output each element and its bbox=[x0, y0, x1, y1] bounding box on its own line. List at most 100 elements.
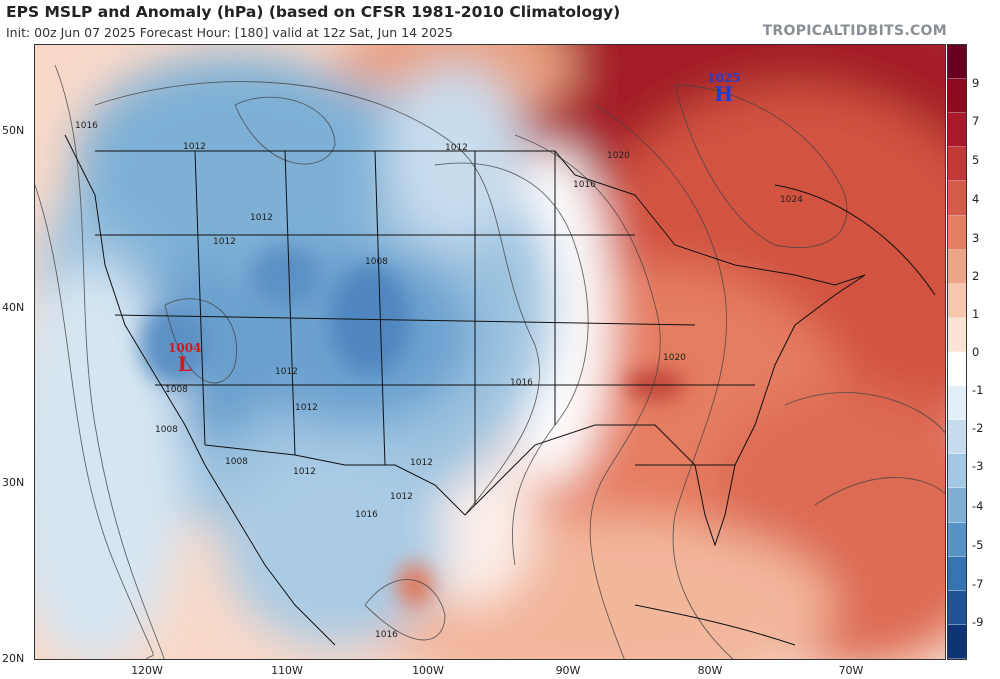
low-pressure-symbol: L bbox=[177, 352, 192, 376]
isobar-label: 1020 bbox=[663, 353, 686, 363]
colorbar-cell bbox=[948, 147, 966, 182]
isobar-label: 1012 bbox=[293, 467, 316, 477]
colorbar-cell bbox=[948, 45, 966, 80]
state-border bbox=[284, 150, 296, 456]
west-coastline bbox=[64, 134, 336, 646]
isobar-label: 1008 bbox=[155, 425, 178, 435]
lon-label-70w: 70W bbox=[838, 664, 864, 677]
anomaly-map: 1016 1012 1012 1012 1012 1008 1008 1008 1012 1012… bbox=[34, 44, 946, 660]
colorbar-label: 4 bbox=[972, 192, 980, 206]
isobar-line bbox=[94, 81, 540, 516]
boundaries bbox=[64, 134, 936, 646]
colorbar-cell bbox=[948, 522, 966, 557]
lat-label-20n: 20N bbox=[2, 652, 25, 665]
isobar-label: 1008 bbox=[165, 385, 188, 395]
colorbar-label: 2 bbox=[972, 269, 980, 283]
state-border bbox=[374, 150, 386, 466]
colorbar-label: -5 bbox=[972, 538, 984, 552]
colorbar-label: 3 bbox=[972, 231, 980, 245]
isobar-label: 1012 bbox=[295, 403, 318, 413]
colorbar-label: -9 bbox=[972, 615, 984, 629]
us-mexico-border bbox=[204, 444, 466, 516]
isobar-label: 1008 bbox=[365, 257, 388, 267]
isobar-line bbox=[814, 477, 945, 506]
lon-label-110w: 110W bbox=[271, 664, 303, 677]
isobar-label: 1012 bbox=[445, 143, 468, 153]
cuba-outline bbox=[634, 604, 796, 646]
isobar-label: 1016 bbox=[355, 510, 378, 520]
isobar-line bbox=[594, 104, 734, 659]
colorbar-label: 5 bbox=[972, 153, 980, 167]
colorbar-cell bbox=[948, 215, 966, 250]
colorbar-cell bbox=[948, 181, 966, 216]
colorbar-label: -3 bbox=[972, 459, 984, 473]
colorbar-label: -2 bbox=[972, 421, 984, 435]
lon-label-100w: 100W bbox=[412, 664, 444, 677]
isobar-label: 1008 bbox=[225, 457, 248, 467]
isobar-label: 1012 bbox=[213, 237, 236, 247]
anomaly-shading bbox=[35, 45, 945, 659]
lon-label-80w: 80W bbox=[697, 664, 723, 677]
anomaly-shading-detail bbox=[140, 245, 685, 607]
isobar-label: 1012 bbox=[275, 367, 298, 377]
isobar-line bbox=[35, 184, 154, 659]
anomaly-colorbar bbox=[947, 44, 967, 660]
colorbar-label: 0 bbox=[972, 345, 980, 359]
colorbar-cell bbox=[948, 590, 966, 625]
us-canada-border bbox=[95, 150, 636, 196]
colorbar-label: 1 bbox=[972, 307, 980, 321]
isobar-label: 1012 bbox=[390, 492, 413, 502]
isobar-line bbox=[784, 392, 945, 434]
isobar-line bbox=[434, 162, 589, 566]
colorbar-label: 7 bbox=[972, 114, 980, 128]
low-pressure-center: 1004 L bbox=[168, 341, 202, 376]
canada-maritime-coast bbox=[774, 184, 936, 296]
lat-label-30n: 30N bbox=[2, 476, 25, 489]
isobar-label: 1024 bbox=[780, 195, 803, 205]
colorbar-cell bbox=[948, 420, 966, 455]
isobar-label: 1016 bbox=[510, 378, 533, 388]
brand-watermark: TROPICALTIDBITS.COM bbox=[762, 23, 947, 39]
low-pressure-value: 1004 bbox=[168, 341, 202, 355]
colorbar-label: -4 bbox=[972, 499, 984, 513]
lat-label-40n: 40N bbox=[2, 301, 25, 314]
colorbar-label: -7 bbox=[972, 577, 984, 591]
isobar-label: 1016 bbox=[75, 121, 98, 131]
lat-label-50n: 50N bbox=[2, 124, 25, 137]
colorbar-cell bbox=[948, 454, 966, 489]
colorbar-cell bbox=[948, 556, 966, 591]
east-coastline bbox=[734, 274, 866, 466]
lon-label-120w: 120W bbox=[131, 664, 163, 677]
state-border bbox=[194, 150, 206, 446]
isobar-label: 1016 bbox=[375, 630, 398, 640]
map-subtitle: Init: 00z Jun 07 2025 Forecast Hour: [18… bbox=[6, 25, 453, 40]
colorbar-cell bbox=[948, 249, 966, 284]
high-pressure-center: 1025 H bbox=[707, 71, 741, 106]
state-border bbox=[114, 314, 696, 326]
lon-label-90w: 90W bbox=[555, 664, 581, 677]
isobar-label: 1020 bbox=[607, 151, 630, 161]
isobar-line bbox=[514, 134, 661, 659]
colorbar-cell bbox=[948, 351, 966, 387]
isobar-line bbox=[364, 579, 446, 641]
colorbar-cell bbox=[948, 283, 966, 318]
isobar-label: 1012 bbox=[183, 142, 206, 152]
map-canvas bbox=[35, 45, 945, 659]
high-pressure-symbol: H bbox=[714, 82, 734, 106]
isobar-label: 1012 bbox=[250, 213, 273, 223]
great-lakes-border bbox=[634, 194, 866, 286]
gulf-coastline bbox=[464, 424, 736, 547]
isobar-label: 1012 bbox=[410, 458, 433, 468]
map-title: EPS MSLP and Anomaly (hPa) (based on CFS… bbox=[6, 3, 621, 21]
colorbar-cell bbox=[948, 113, 966, 148]
colorbar-cell bbox=[948, 386, 966, 421]
colorbar-cell bbox=[948, 488, 966, 523]
colorbar-cell bbox=[948, 317, 966, 352]
high-pressure-value: 1025 bbox=[707, 71, 741, 85]
colorbar-cell bbox=[948, 79, 966, 114]
colorbar-cell bbox=[948, 624, 966, 659]
isobar-line bbox=[674, 84, 848, 248]
isobar-label: 1016 bbox=[573, 180, 596, 190]
colorbar-label: 9 bbox=[972, 76, 980, 90]
colorbar-label: -1 bbox=[972, 383, 984, 397]
